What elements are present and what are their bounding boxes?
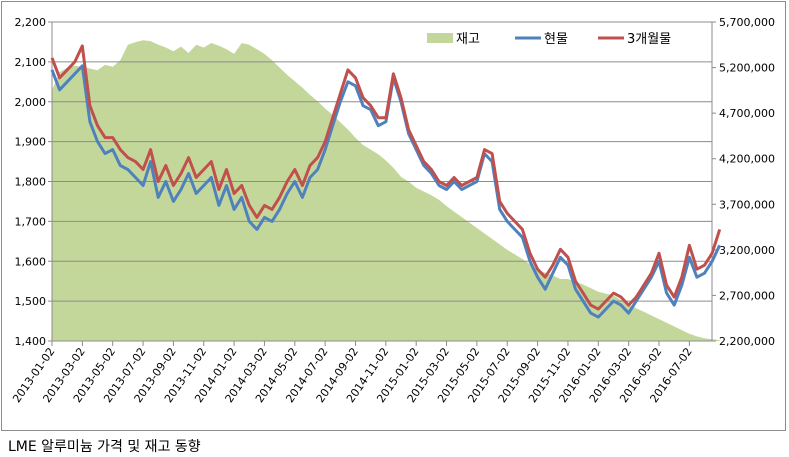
y-left-tick-label: 1,700 xyxy=(15,215,47,228)
legend-label: 재고 xyxy=(456,32,480,47)
y-left-tick-label: 2,200 xyxy=(15,16,47,29)
y-left-tick-label: 2,100 xyxy=(15,56,47,69)
y-right-tick-label: 5,700,000 xyxy=(719,16,775,29)
chart-caption: LME 알루미늄 가격 및 재고 동향 xyxy=(8,439,201,455)
legend-label: 현물 xyxy=(544,32,568,47)
y-left-tick-label: 1,500 xyxy=(15,295,47,308)
y-left-tick-label: 1,800 xyxy=(15,176,47,189)
y-right-tick-label: 4,200,000 xyxy=(719,153,775,166)
legend-label: 3개월물 xyxy=(627,32,671,47)
y-right-tick-label: 3,200,000 xyxy=(719,244,775,257)
y-right-tick-label: 5,200,000 xyxy=(719,62,775,75)
y-left-tick-label: 2,000 xyxy=(15,96,47,109)
legend-swatch-inventory xyxy=(427,33,453,43)
y-left-tick-label: 1,900 xyxy=(15,136,47,149)
series-line-3month xyxy=(50,44,722,311)
y-right-tick-label: 3,700,000 xyxy=(719,198,775,211)
y-right-tick-label: 2,200,000 xyxy=(719,335,775,348)
y-left-tick-label: 1,400 xyxy=(15,335,47,348)
y-right-tick-label: 4,700,000 xyxy=(719,107,775,120)
series-area-inventory xyxy=(52,40,720,341)
y-right-tick-label: 2,700,000 xyxy=(719,289,775,302)
y-left-tick-label: 1,600 xyxy=(15,255,47,268)
series-line-spot xyxy=(50,64,722,319)
chart-frame xyxy=(1,1,786,431)
